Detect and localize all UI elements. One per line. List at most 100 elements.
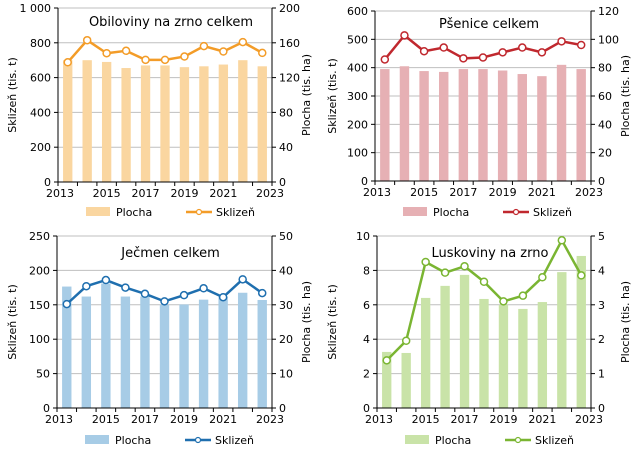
point-sklizen-2023 [258, 48, 267, 58]
bar-plocha-2017 [458, 69, 469, 181]
bar-plocha-2021 [218, 296, 228, 408]
y2-tick-label: 3 [598, 299, 605, 312]
x-tick-label: 2023 [575, 413, 603, 426]
y-tick-label: 100 [347, 147, 368, 160]
point-sklizen-2020 [518, 43, 527, 52]
bar-plocha-2020 [198, 299, 209, 408]
bar-plocha-2022 [238, 60, 248, 183]
chart-svg: 0 200 400 600 800 1 000 0 40 80 120 160 200 2013 2015… [6, 2, 313, 219]
y2-axis-label: Plocha (tis. ha) [619, 55, 632, 137]
bar-plocha-2015 [419, 71, 429, 181]
y-tick-label: 400 [347, 62, 368, 75]
bar-plocha-2017 [459, 274, 470, 408]
y-tick-label: 0 [363, 402, 370, 415]
bar-plocha-2021 [218, 64, 229, 182]
chart-psenice: 0 100 200 300 400 500 600 0 20 40 60 80 100 120 2013 20… [320, 0, 643, 225]
point-sklizen-2023 [257, 288, 267, 298]
bar-plocha-2022 [556, 64, 567, 181]
legend-marker-sklizen [514, 436, 522, 444]
y-tick-label: 150 [29, 299, 50, 312]
point-sklizen-2014 [82, 35, 92, 45]
point-sklizen-2017 [459, 54, 468, 63]
y2-tick-label: 80 [279, 106, 293, 119]
bar-plocha-2021 [537, 302, 548, 408]
point-sklizen-2013 [382, 356, 391, 365]
point-sklizen-2013 [63, 58, 72, 67]
point-sklizen-2022 [238, 275, 247, 284]
y2-tick-label: 20 [598, 147, 612, 160]
chart-title: Pšenice celkem [439, 17, 539, 32]
x-tick-label: 2023 [575, 186, 603, 199]
y-axis-label: Sklizeň (tis. t) [326, 58, 339, 133]
y2-tick-label: 60 [598, 90, 612, 103]
y2-tick-label: 20 [279, 333, 293, 346]
y-tick-label: 0 [43, 402, 50, 415]
bar-plocha-2016 [439, 71, 449, 181]
point-sklizen-2016 [121, 283, 130, 292]
legend-marker-sklizen [195, 208, 203, 216]
legend-swatch-plocha [85, 435, 109, 444]
bar-plocha-2019 [179, 67, 190, 182]
chart-svg: 0 100 200 300 400 500 600 0 20 40 60 80 100 120 2013 20… [326, 5, 632, 219]
bar-plocha-2018 [478, 69, 488, 181]
bar-plocha-2019 [497, 70, 508, 181]
y-tick-label: 600 [30, 72, 51, 85]
y-tick-label: 400 [30, 106, 51, 119]
point-sklizen-2022 [238, 37, 248, 47]
point-sklizen-2018 [160, 297, 169, 306]
point-sklizen-2019 [499, 297, 508, 306]
y-tick-label: 800 [30, 37, 51, 50]
point-sklizen-2013 [62, 299, 72, 309]
legend-marker-sklizen [194, 436, 202, 444]
x-tick-label: 2021 [528, 413, 556, 426]
bar-plocha-2014 [401, 352, 411, 408]
y2-tick-label: 120 [279, 72, 300, 85]
x-tick-label: 2013 [45, 413, 73, 426]
point-sklizen-2017 [460, 262, 469, 271]
point-sklizen-2015 [421, 257, 430, 267]
bar-plocha-2023 [257, 299, 267, 408]
y2-tick-label: 30 [279, 299, 293, 312]
x-tick-label: 2017 [449, 186, 477, 199]
x-tick-label: 2013 [363, 186, 391, 199]
x-tick-label: 2015 [92, 413, 120, 426]
y-axis-label: Sklizeň (tis. t) [6, 57, 19, 132]
x-tick-label: 2019 [170, 187, 198, 200]
y2-tick-label: 100 [598, 33, 619, 46]
point-sklizen-2014 [82, 281, 91, 291]
point-sklizen-2019 [180, 52, 189, 61]
legend-label-plocha: Plocha [435, 434, 471, 447]
bar-plocha-2014 [399, 66, 410, 181]
bar-plocha-2019 [179, 304, 189, 408]
y-tick-label: 200 [29, 264, 50, 277]
x-tick-label: 2015 [410, 186, 438, 199]
y2-tick-label: 4 [598, 264, 605, 277]
legend-label-plocha: Plocha [116, 206, 152, 219]
x-tick-label: 2013 [46, 187, 74, 200]
x-tick-label: 2019 [489, 186, 517, 199]
y-tick-label: 6 [363, 299, 370, 312]
chart-obiloviny: 0 200 400 600 800 1 000 0 40 80 120 160 200 2013 2015… [0, 0, 320, 225]
legend-label-sklizen: Sklizeň [535, 434, 574, 447]
y2-axis-label: Plocha (tis. ha) [300, 281, 313, 363]
point-sklizen-2015 [419, 46, 429, 56]
point-sklizen-2018 [479, 277, 489, 287]
legend-swatch-plocha [86, 207, 110, 216]
y-tick-label: 300 [347, 90, 368, 103]
bar-plocha-2017 [140, 296, 150, 408]
point-sklizen-2023 [577, 271, 586, 280]
point-sklizen-2022 [557, 236, 567, 245]
point-sklizen-2013 [380, 55, 390, 64]
bar-plocha-2015 [420, 297, 431, 408]
y-tick-label: 200 [347, 118, 368, 131]
chart-luskoviny: 0 2 4 6 8 10 0 1 2 3 4 5 2013 2015 2017 2019 2021 2023 Lus… [320, 225, 643, 458]
y2-tick-label: 0 [598, 175, 605, 188]
bar-plocha-2016 [120, 296, 131, 408]
chart-title: Ječmen celkem [120, 246, 220, 261]
point-sklizen-2016 [440, 268, 450, 277]
point-sklizen-2015 [102, 48, 111, 58]
y-tick-label: 600 [347, 5, 368, 18]
bar-plocha-2013 [63, 60, 73, 183]
y-tick-label: 250 [29, 230, 50, 243]
legend-label-sklizen: Sklizeň [216, 206, 255, 219]
